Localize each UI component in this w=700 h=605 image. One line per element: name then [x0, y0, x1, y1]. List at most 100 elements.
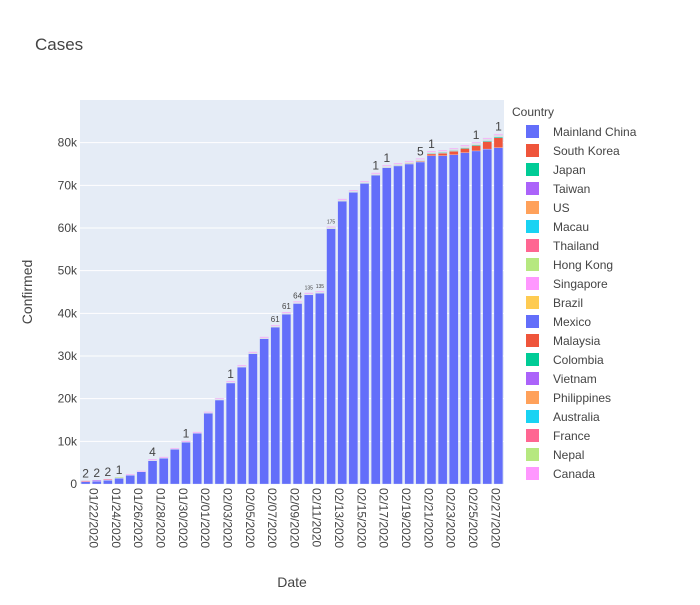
- bar-segment-canada: [337, 198, 347, 200]
- legend-swatch: [526, 201, 539, 214]
- legend-label: Vietnam: [553, 372, 597, 386]
- legend-swatch: [526, 239, 539, 252]
- bar-stack: [125, 473, 135, 485]
- legend-item: Vietnam: [526, 372, 597, 386]
- bar-segment-mainland-china: [147, 460, 158, 485]
- bar-segment-mainland-china: [125, 475, 135, 485]
- bar-stack: [203, 411, 213, 485]
- bar-segment-thailand: [80, 480, 91, 482]
- bar-segment-canada: [270, 325, 280, 327]
- y-tick-label: 40k: [58, 306, 78, 320]
- legend-item: US: [526, 201, 570, 215]
- bar-annotation: 4: [149, 445, 156, 459]
- legend: Country Mainland China South Korea Japan Tai…: [512, 105, 637, 481]
- legend-swatch: [526, 163, 539, 176]
- legend-label: Taiwan: [553, 182, 590, 196]
- bar-stack: [359, 180, 370, 485]
- bar-stack: [449, 147, 459, 485]
- bar-segment-mainland-china: [214, 399, 225, 485]
- legend-item: Philippines: [526, 391, 611, 405]
- legend-label: France: [553, 429, 591, 443]
- bar-segment-canada: [415, 158, 425, 160]
- bar-segment-canada: [159, 456, 169, 458]
- bar-annotation: 175: [327, 219, 336, 225]
- y-tick-label: 0: [70, 477, 77, 491]
- bar-segment-mainland-china: [315, 293, 325, 485]
- bar-segment-mainland-china: [404, 163, 414, 485]
- bar-annotation: 61: [282, 302, 291, 311]
- bar-segment-canada: [493, 133, 504, 135]
- x-tick-label: 02/15/2020: [354, 488, 368, 548]
- bar-stack: [337, 198, 347, 485]
- bar-segment-canada: [449, 147, 459, 150]
- bar-segment-mainland-china: [359, 183, 370, 485]
- legend-item: Brazil: [526, 296, 583, 310]
- bar-annotation: 2: [93, 466, 100, 480]
- legend-item: Macau: [526, 220, 589, 234]
- bar-segment-mainland-china: [92, 481, 102, 485]
- bar-stack: [315, 290, 325, 485]
- legend-label: Australia: [553, 410, 600, 424]
- bar-segment-south-korea: [449, 151, 459, 155]
- bar-segment-mainland-china: [203, 412, 213, 485]
- x-axis-ticks: 01/22/2020 01/24/2020 01/26/2020 01/28/2020…: [87, 488, 503, 548]
- legend-swatch: [526, 296, 539, 309]
- x-tick-label: 01/30/2020: [176, 488, 190, 548]
- legend-item: South Korea: [526, 144, 620, 158]
- bar-segment-canada: [471, 141, 481, 144]
- legend-label: Canada: [553, 467, 595, 481]
- x-tick-label: 02/23/2020: [444, 488, 458, 548]
- bar-annotation: 1: [428, 137, 435, 151]
- bar-segment-mainland-china: [248, 353, 258, 485]
- bar-annotation: 135: [316, 284, 325, 290]
- x-tick-label: 02/21/2020: [421, 488, 435, 548]
- legend-item: Singapore: [526, 277, 608, 291]
- legend-item: Colombia: [526, 353, 604, 367]
- y-tick-label: 30k: [58, 349, 78, 363]
- bar-stack: [482, 137, 492, 485]
- legend-item: Mexico: [526, 315, 591, 329]
- bar-segment-canada: [136, 470, 146, 472]
- legend-swatch: [526, 315, 539, 328]
- bar-stack: [114, 476, 124, 485]
- bar-segment-canada: [237, 365, 247, 367]
- bar-segment-mainland-china: [493, 147, 504, 485]
- bar-annotation: 64: [293, 291, 302, 300]
- bar-stack: [438, 150, 448, 485]
- bar-segment-canada: [304, 292, 314, 294]
- bar-segment-canada: [214, 398, 225, 400]
- bar-stack: [326, 226, 336, 485]
- bar-stack: [181, 440, 191, 485]
- legend-label: Mexico: [553, 315, 591, 329]
- bar-segment-canada: [348, 189, 358, 192]
- legend-swatch: [526, 258, 539, 271]
- chart-title: Cases: [35, 35, 83, 54]
- bar-stack: [304, 292, 314, 485]
- bar-stack: [237, 365, 247, 485]
- bar-segment-mainland-china: [304, 294, 314, 485]
- bar-segment-south-korea: [493, 137, 504, 148]
- bar-annotation: 61: [271, 315, 280, 324]
- bar-stack: [259, 336, 269, 485]
- bar-stack: [159, 456, 169, 485]
- x-tick-label: 02/25/2020: [466, 488, 480, 548]
- bar-stack: [214, 398, 225, 485]
- bars: [80, 133, 504, 485]
- legend-item: Mainland China: [526, 125, 637, 139]
- legend-item: Hong Kong: [526, 258, 613, 272]
- x-tick-label: 02/09/2020: [287, 488, 301, 548]
- legend-label: Japan: [553, 163, 586, 177]
- bar-segment-canada: [315, 290, 325, 293]
- legend-item: France: [526, 429, 591, 443]
- legend-label: Philippines: [553, 391, 611, 405]
- y-axis-ticks: 0 10k 20k 30k 40k 50k 60k 70k 80k: [58, 136, 78, 491]
- bar-stack: [147, 459, 158, 485]
- bar-stack: [348, 189, 358, 485]
- bar-segment-south-korea: [471, 145, 481, 152]
- legend-label: Colombia: [553, 353, 604, 367]
- bar-segment-mainland-china: [237, 366, 247, 485]
- legend-label: South Korea: [553, 144, 620, 158]
- bar-stack: [493, 133, 504, 485]
- legend-swatch: [526, 353, 539, 366]
